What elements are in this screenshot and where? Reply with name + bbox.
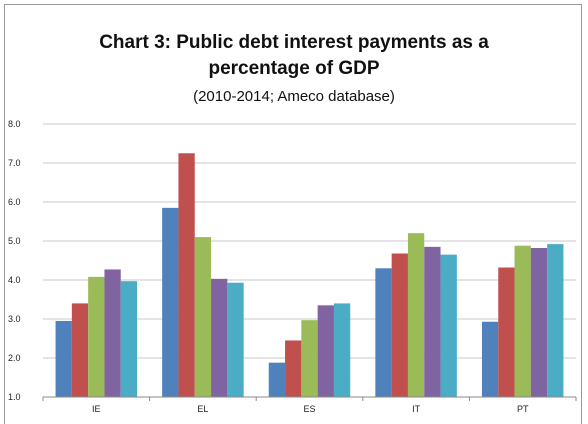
x-tick-label: PT <box>517 404 529 414</box>
bar <box>194 237 212 397</box>
bar <box>481 321 499 397</box>
x-axis <box>42 396 577 401</box>
bar <box>120 281 138 397</box>
y-axis-labels: 1.0 2.0 3.0 4.0 5.0 6.0 7.0 8.0 <box>8 119 21 402</box>
bar <box>407 233 425 397</box>
y-tick-label: 5.0 <box>8 236 21 246</box>
bar <box>71 303 89 397</box>
x-tick-label: EL <box>197 404 208 414</box>
bar <box>530 248 548 397</box>
bar <box>88 276 105 397</box>
bar <box>227 282 244 397</box>
x-tick-label: IT <box>412 404 421 414</box>
bar <box>424 246 441 397</box>
bar <box>285 340 302 397</box>
bar <box>55 320 72 397</box>
chart-title-line2: percentage of GDP <box>208 58 380 79</box>
bar <box>317 305 334 397</box>
chart-subtitle: (2010-2014; Ameco database) <box>193 88 395 105</box>
bar <box>498 267 515 397</box>
y-tick-label: 4.0 <box>8 275 21 285</box>
bar <box>514 245 531 397</box>
bar <box>104 269 121 397</box>
y-tick-label: 7.0 <box>8 158 21 168</box>
bars <box>55 153 564 397</box>
y-tick-label: 3.0 <box>8 314 21 324</box>
bar <box>547 244 564 397</box>
bar <box>162 207 179 397</box>
y-tick-label: 8.0 <box>8 119 21 129</box>
bar <box>178 153 195 397</box>
bar <box>375 268 392 397</box>
y-tick-label: 1.0 <box>8 392 21 402</box>
chart-title-line1: Chart 3: Public debt interest payments a… <box>99 32 489 53</box>
x-tick-label: ES <box>303 404 315 414</box>
bar <box>391 253 408 397</box>
bar <box>211 278 228 397</box>
bar <box>440 254 457 397</box>
x-axis-labels: IE EL ES IT PT <box>92 404 529 414</box>
bar <box>268 362 286 397</box>
y-tick-label: 6.0 <box>8 197 21 207</box>
y-tick-label: 2.0 <box>8 353 21 363</box>
x-tick-label: IE <box>92 404 101 414</box>
bar <box>333 303 351 397</box>
bar <box>301 320 318 397</box>
